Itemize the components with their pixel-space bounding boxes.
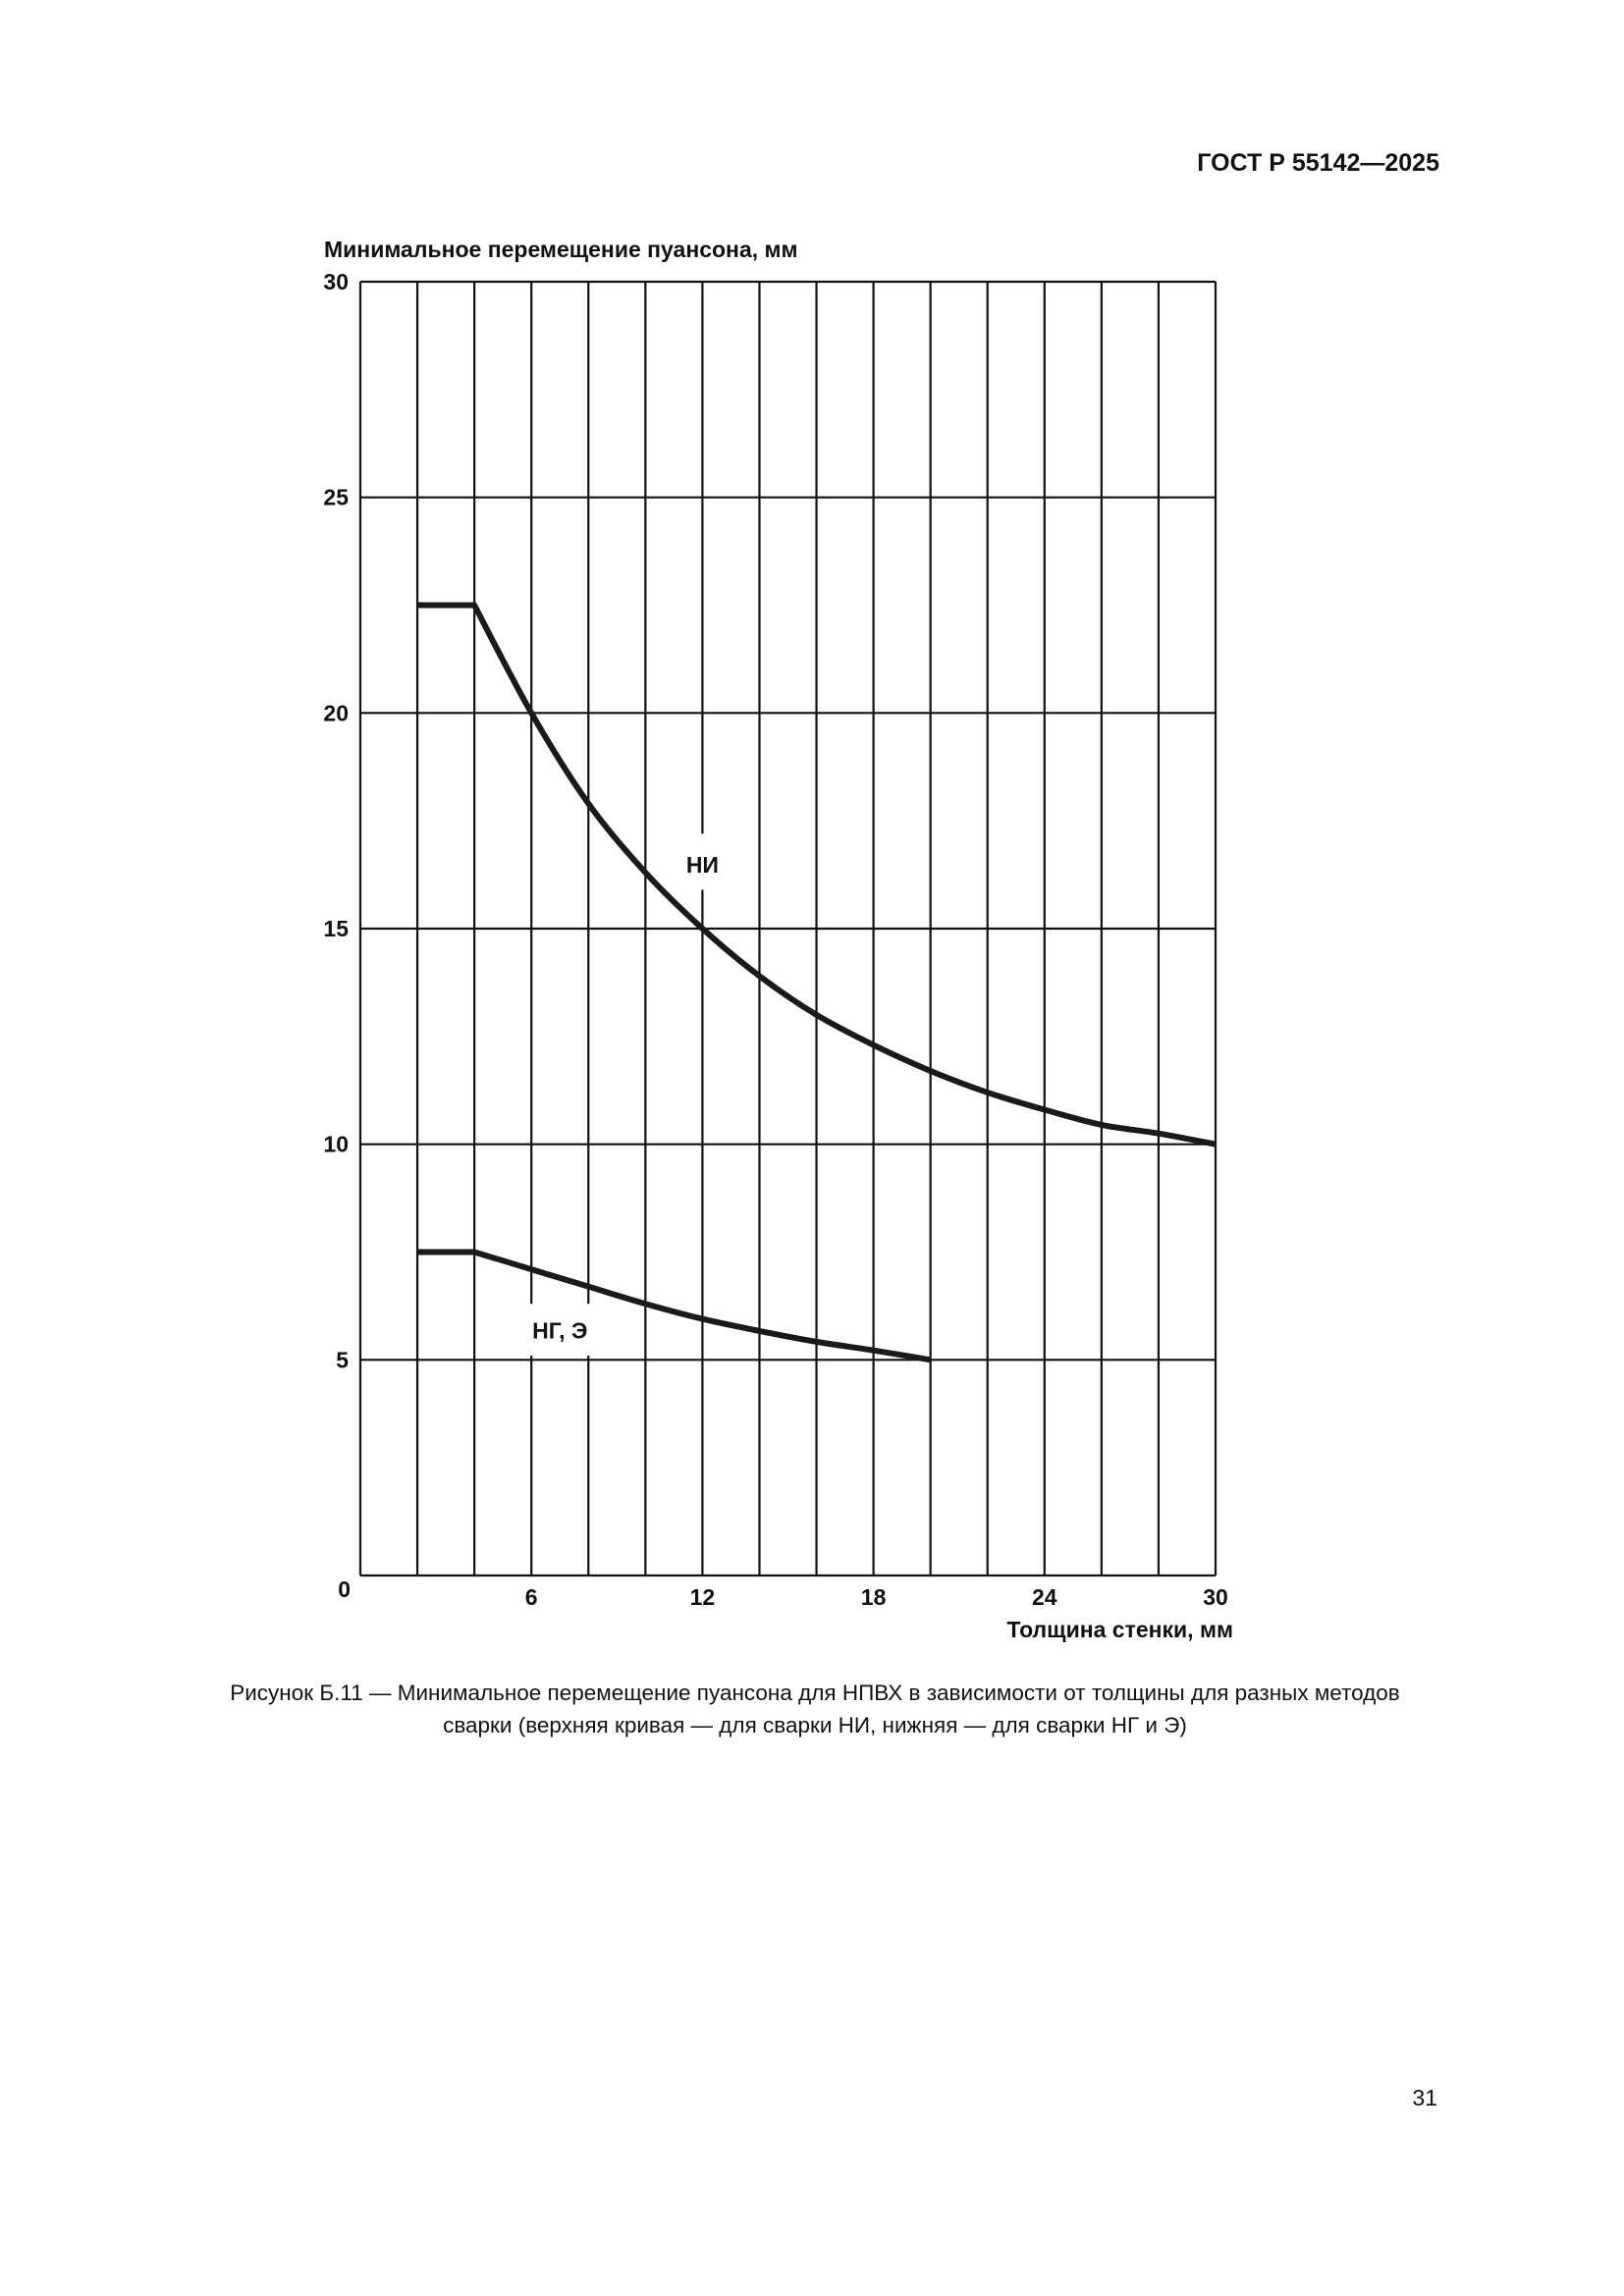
x-tick-label: 12 — [690, 1584, 716, 1610]
y-tick-label: 5 — [336, 1347, 349, 1372]
y-tick-label: 25 — [323, 485, 349, 510]
curves — [417, 602, 1217, 1363]
curve-series-2 — [417, 1249, 932, 1363]
label-background — [525, 1304, 597, 1356]
y-tick-label: 15 — [323, 916, 349, 941]
label-background — [679, 833, 726, 890]
y-tick-label: 20 — [323, 700, 349, 725]
tick-labels: 0 5 10 15 20 25 30 6 12 18 24 30 — [323, 269, 1227, 1610]
series-label: НГ, Э — [532, 1317, 587, 1343]
y-tick-label: 10 — [323, 1132, 349, 1157]
x-tick-label: 30 — [1203, 1584, 1228, 1610]
x-tick-label: 6 — [525, 1584, 538, 1610]
x-tick-label: 18 — [861, 1584, 887, 1610]
series-label: НИ — [686, 852, 719, 878]
grid — [358, 280, 1218, 1577]
series-labels: НИ НГ, Э — [525, 833, 726, 1356]
y-axis-title: Минимальное перемещение пуансона, мм — [324, 237, 798, 262]
y-tick-label: 30 — [323, 269, 349, 294]
figure-caption: Рисунок Б.11 — Минимальное перемещение п… — [108, 1677, 1522, 1741]
caption-line-2: сварки (верхняя кривая — для сварки НИ, … — [443, 1713, 1187, 1737]
y-tick-label: 0 — [338, 1576, 351, 1602]
curve-series-1 — [417, 602, 1217, 1148]
page-number: 31 — [1412, 2085, 1437, 2110]
caption-line-1: Рисунок Б.11 — Минимальное перемещение п… — [230, 1681, 1400, 1705]
document-header: ГОСТ Р 55142—2025 — [1197, 149, 1439, 177]
x-axis-title: Толщина стенки, мм — [1006, 1617, 1233, 1642]
x-tick-label: 24 — [1032, 1584, 1057, 1610]
